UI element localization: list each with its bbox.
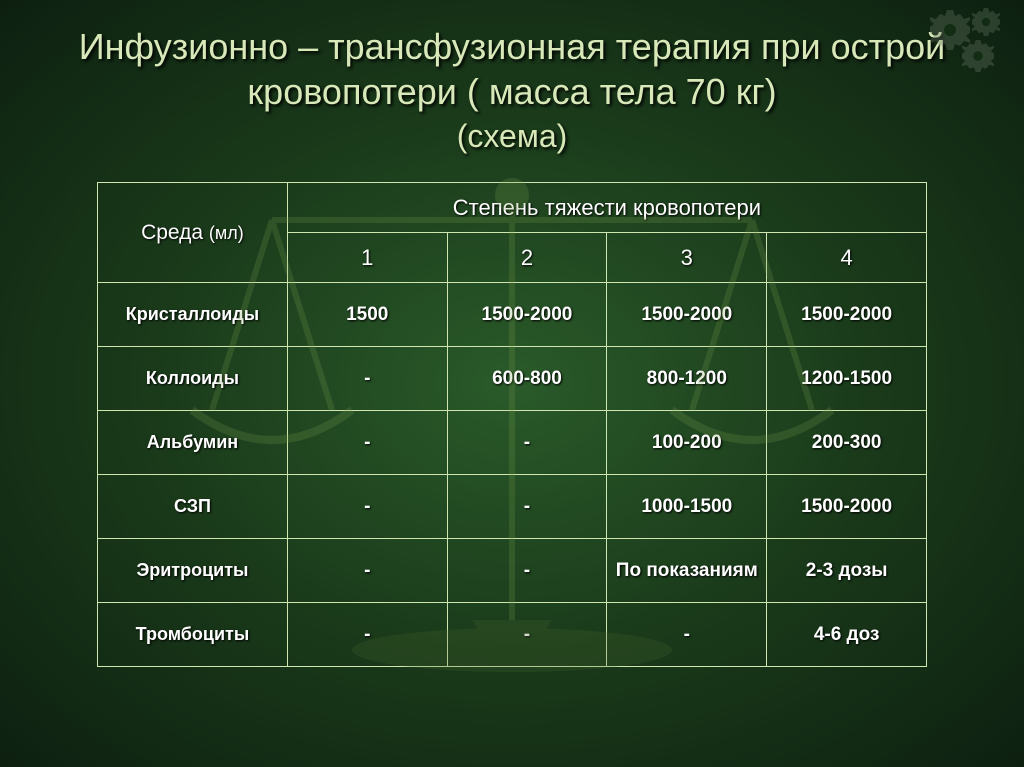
table-row: СЗП--1000-15001500-2000 <box>98 475 927 539</box>
data-cell: 600-800 <box>447 347 607 411</box>
row-header-label: Среда <box>141 221 203 244</box>
data-cell: 1500 <box>287 283 447 347</box>
table-row: Тромбоциты---4-6 доз <box>98 603 927 667</box>
row-label: Коллоиды <box>98 347 288 411</box>
data-cell: - <box>287 539 447 603</box>
severity-col: 1 <box>287 233 447 283</box>
data-cell: 1200-1500 <box>767 347 927 411</box>
row-header-cell: Среда (мл) <box>98 183 288 283</box>
data-cell: 1500-2000 <box>447 283 607 347</box>
data-cell: 2-3 дозы <box>767 539 927 603</box>
data-cell: - <box>447 475 607 539</box>
data-cell: 1500-2000 <box>767 475 927 539</box>
data-cell: 4-6 доз <box>767 603 927 667</box>
data-cell: - <box>447 539 607 603</box>
data-cell: 1000-1500 <box>607 475 767 539</box>
data-cell: 1500-2000 <box>607 283 767 347</box>
row-label: Кристаллоиды <box>98 283 288 347</box>
row-label: Тромбоциты <box>98 603 288 667</box>
severity-col: 4 <box>767 233 927 283</box>
data-cell: - <box>447 603 607 667</box>
data-cell: 200-300 <box>767 411 927 475</box>
col-group-header: Степень тяжести кровопотери <box>287 183 926 233</box>
severity-col: 2 <box>447 233 607 283</box>
table-row: Альбумин--100-200200-300 <box>98 411 927 475</box>
data-cell: - <box>287 603 447 667</box>
table-row: Эритроциты--По показаниям2-3 дозы <box>98 539 927 603</box>
data-cell: - <box>287 411 447 475</box>
row-header-unit: (мл) <box>209 223 244 243</box>
row-label: Альбумин <box>98 411 288 475</box>
title-line2: (схема) <box>40 116 984 156</box>
data-cell: - <box>287 347 447 411</box>
data-cell: По показаниям <box>607 539 767 603</box>
data-cell: 100-200 <box>607 411 767 475</box>
row-label: Эритроциты <box>98 539 288 603</box>
row-label: СЗП <box>98 475 288 539</box>
slide-title: Инфузионно – трансфузионная терапия при … <box>0 0 1024 174</box>
title-line1: Инфузионно – трансфузионная терапия при … <box>79 26 946 112</box>
table-row: Кристаллоиды15001500-20001500-20001500-2… <box>98 283 927 347</box>
data-cell: - <box>287 475 447 539</box>
severity-col: 3 <box>607 233 767 283</box>
data-cell: 800-1200 <box>607 347 767 411</box>
data-cell: 1500-2000 <box>767 283 927 347</box>
therapy-table: Среда (мл) Степень тяжести кровопотери 1… <box>97 182 927 667</box>
table-row: Коллоиды-600-800800-12001200-1500 <box>98 347 927 411</box>
data-cell: - <box>447 411 607 475</box>
gear-decoration <box>920 4 1020 84</box>
data-cell: - <box>607 603 767 667</box>
